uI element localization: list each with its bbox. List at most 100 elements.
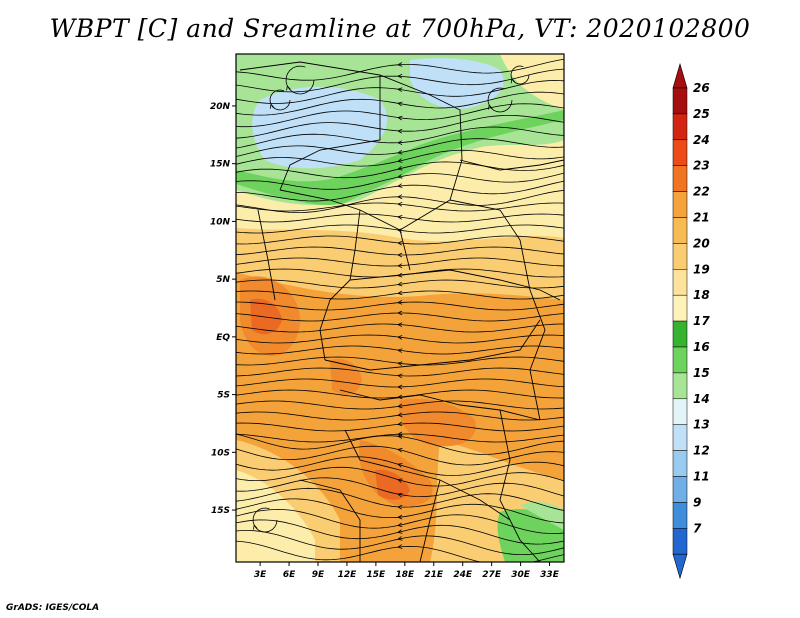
streamline-arrow-51 bbox=[510, 77, 516, 84]
streamline-30 bbox=[236, 378, 564, 388]
country-border-4 bbox=[319, 209, 361, 361]
wbpt-region-13 bbox=[520, 502, 564, 530]
country-border-10 bbox=[419, 479, 441, 562]
streamline-arrow-26 bbox=[397, 335, 403, 340]
streamline-46 bbox=[236, 540, 564, 562]
map-frame bbox=[235, 53, 565, 563]
colorbar: 26 25 24 23 22 21 20 19 18 17 16 15 14 13 12 11 9 7 bbox=[672, 62, 710, 580]
streamline-arrow-48 bbox=[269, 103, 275, 109]
streamline-3 bbox=[236, 80, 564, 104]
colorbar-swatch bbox=[672, 217, 688, 244]
streamline-arrow-45 bbox=[397, 536, 403, 541]
streamline-11 bbox=[236, 172, 564, 190]
streamline-arrow-17 bbox=[397, 240, 403, 246]
streamline-arrow-13 bbox=[397, 194, 403, 200]
colorbar-label: 17 bbox=[693, 314, 710, 328]
colorbar-label: 24 bbox=[693, 133, 710, 147]
streamline-1 bbox=[236, 58, 564, 81]
streamline-arrow-46 bbox=[397, 544, 403, 549]
streamline-8 bbox=[236, 138, 564, 157]
colorbar-label: 9 bbox=[693, 495, 701, 509]
colorbar-swatch bbox=[672, 346, 688, 374]
streamline-arrow-24 bbox=[397, 310, 403, 316]
lon-tick-label: 15E bbox=[367, 570, 387, 580]
lon-tick-label: 3E bbox=[254, 570, 267, 580]
country-border-2 bbox=[379, 74, 463, 201]
lat-tick-label: 10S bbox=[211, 448, 230, 458]
colorbar-label: 26 bbox=[693, 81, 710, 95]
streamline-arrow-36 bbox=[397, 434, 403, 439]
streamline-31 bbox=[236, 389, 564, 399]
streamline-21 bbox=[236, 279, 564, 289]
colorbar-swatch bbox=[672, 113, 688, 141]
map-axes: 20N 15N 10N 5N EQ 5S 10S 15S 3E 6E 9E 12E 15E 18E 21E 2… bbox=[210, 102, 560, 580]
streamline-37 bbox=[236, 445, 564, 466]
wbpt-field bbox=[236, 54, 564, 562]
streamline-17 bbox=[236, 235, 564, 245]
colorbar-swatch bbox=[672, 528, 688, 555]
streamline-12 bbox=[236, 180, 564, 202]
lon-tick-label: 18E bbox=[395, 570, 415, 580]
streamline-16 bbox=[236, 224, 564, 234]
colorbar-swatch bbox=[672, 165, 688, 192]
streamline-arrow-14 bbox=[397, 202, 403, 207]
country-border-15 bbox=[519, 239, 546, 421]
colorbar-label: 23 bbox=[693, 159, 710, 173]
streamline-arrow-41 bbox=[397, 504, 403, 510]
streamline-26 bbox=[236, 334, 564, 344]
lon-tick-label: 12E bbox=[338, 570, 358, 580]
streamline-arrow-39 bbox=[397, 478, 403, 483]
lon-tick-label: 24E bbox=[453, 570, 473, 580]
streamline-arrow-50 bbox=[253, 524, 258, 530]
streamline-arrow-6 bbox=[397, 128, 403, 134]
streamline-41 bbox=[236, 487, 564, 511]
country-border-11 bbox=[499, 409, 541, 562]
streamline-36 bbox=[236, 433, 564, 455]
streamline-arrow-25 bbox=[397, 322, 403, 327]
streamline-43 bbox=[236, 508, 564, 535]
wbpt-region-19 bbox=[375, 469, 410, 500]
colorbar-label: 21 bbox=[693, 211, 710, 225]
streamline-arrow-20 bbox=[397, 272, 403, 278]
colorbar-bottom-arrow bbox=[672, 553, 688, 580]
wbpt-region-12 bbox=[497, 509, 564, 562]
page-title: WBPT [C] and Sreamline at 700hPa, VT: 20… bbox=[49, 14, 751, 43]
map-area bbox=[236, 54, 564, 562]
lat-tick-label: 15N bbox=[210, 160, 231, 170]
lon-tick-label: 27E bbox=[482, 570, 502, 580]
streamline-14 bbox=[236, 202, 564, 212]
streamline-28 bbox=[236, 356, 564, 366]
streamline-arrow-16 bbox=[397, 228, 403, 233]
lat-tick-label: EQ bbox=[216, 333, 230, 343]
colorbar-label: 22 bbox=[693, 185, 710, 199]
streamline-arrow-18 bbox=[397, 252, 403, 258]
streamline-arrow-4 bbox=[397, 101, 403, 107]
country-border-14 bbox=[399, 229, 411, 271]
wbpt-region-8 bbox=[500, 54, 564, 110]
streamline-arrow-22 bbox=[397, 290, 403, 296]
colorbar-swatch bbox=[672, 87, 688, 115]
streamline-arrow-1 bbox=[397, 62, 403, 67]
wbpt-region-18 bbox=[250, 298, 282, 335]
streamline-arrow-21 bbox=[397, 281, 403, 287]
streamline-arrow-5 bbox=[397, 115, 403, 121]
streamline-arrow-19 bbox=[397, 263, 403, 268]
streamline-7 bbox=[236, 126, 564, 149]
streamline-arrow-33 bbox=[397, 412, 403, 418]
wbpt-region-10 bbox=[236, 470, 315, 562]
streamline-arrow-38 bbox=[397, 463, 403, 468]
streamline-arrow-2 bbox=[397, 73, 403, 79]
colorbar-swatch bbox=[672, 139, 688, 166]
colorbar-label: 15 bbox=[693, 366, 710, 380]
streamline-arrow-34 bbox=[397, 421, 403, 427]
country-border-1 bbox=[239, 61, 381, 191]
streamline-15 bbox=[236, 213, 564, 223]
streamline-arrow-15 bbox=[397, 215, 403, 220]
streamline-arrow-27 bbox=[397, 348, 403, 353]
lat-tick-label: 15S bbox=[211, 506, 230, 516]
streamline-arrow-32 bbox=[397, 403, 403, 409]
streamline-20 bbox=[236, 268, 564, 278]
streamline-arrow-23 bbox=[397, 300, 403, 305]
lon-tick-label: 9E bbox=[312, 570, 325, 580]
